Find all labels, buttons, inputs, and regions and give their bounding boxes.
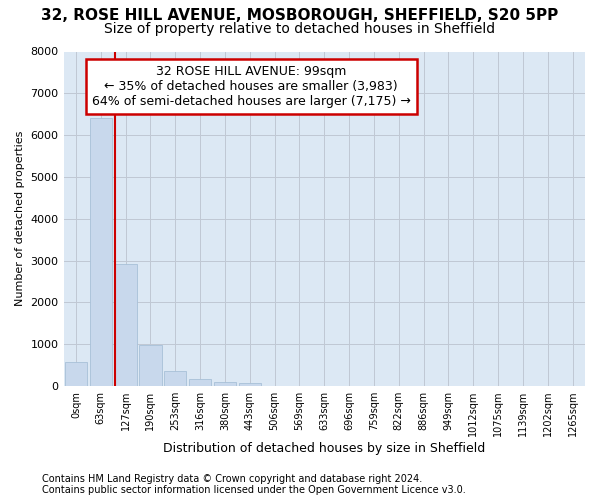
Bar [239,382,261,386]
Bar [189,379,211,386]
Text: Contains public sector information licensed under the Open Government Licence v3: Contains public sector information licen… [42,485,466,495]
Text: Contains HM Land Registry data © Crown copyright and database right 2024.: Contains HM Land Registry data © Crown c… [42,474,422,484]
Text: 32 ROSE HILL AVENUE: 99sqm
← 35% of detached houses are smaller (3,983)
64% of s: 32 ROSE HILL AVENUE: 99sqm ← 35% of deta… [92,65,411,108]
Bar [139,345,161,386]
Y-axis label: Number of detached properties: Number of detached properties [15,131,25,306]
Text: 32, ROSE HILL AVENUE, MOSBOROUGH, SHEFFIELD, S20 5PP: 32, ROSE HILL AVENUE, MOSBOROUGH, SHEFFI… [41,8,559,22]
Bar [115,264,137,386]
Bar [214,382,236,386]
X-axis label: Distribution of detached houses by size in Sheffield: Distribution of detached houses by size … [163,442,485,455]
Bar [89,118,112,386]
Bar [164,371,187,386]
Bar [65,362,87,386]
Text: Size of property relative to detached houses in Sheffield: Size of property relative to detached ho… [104,22,496,36]
